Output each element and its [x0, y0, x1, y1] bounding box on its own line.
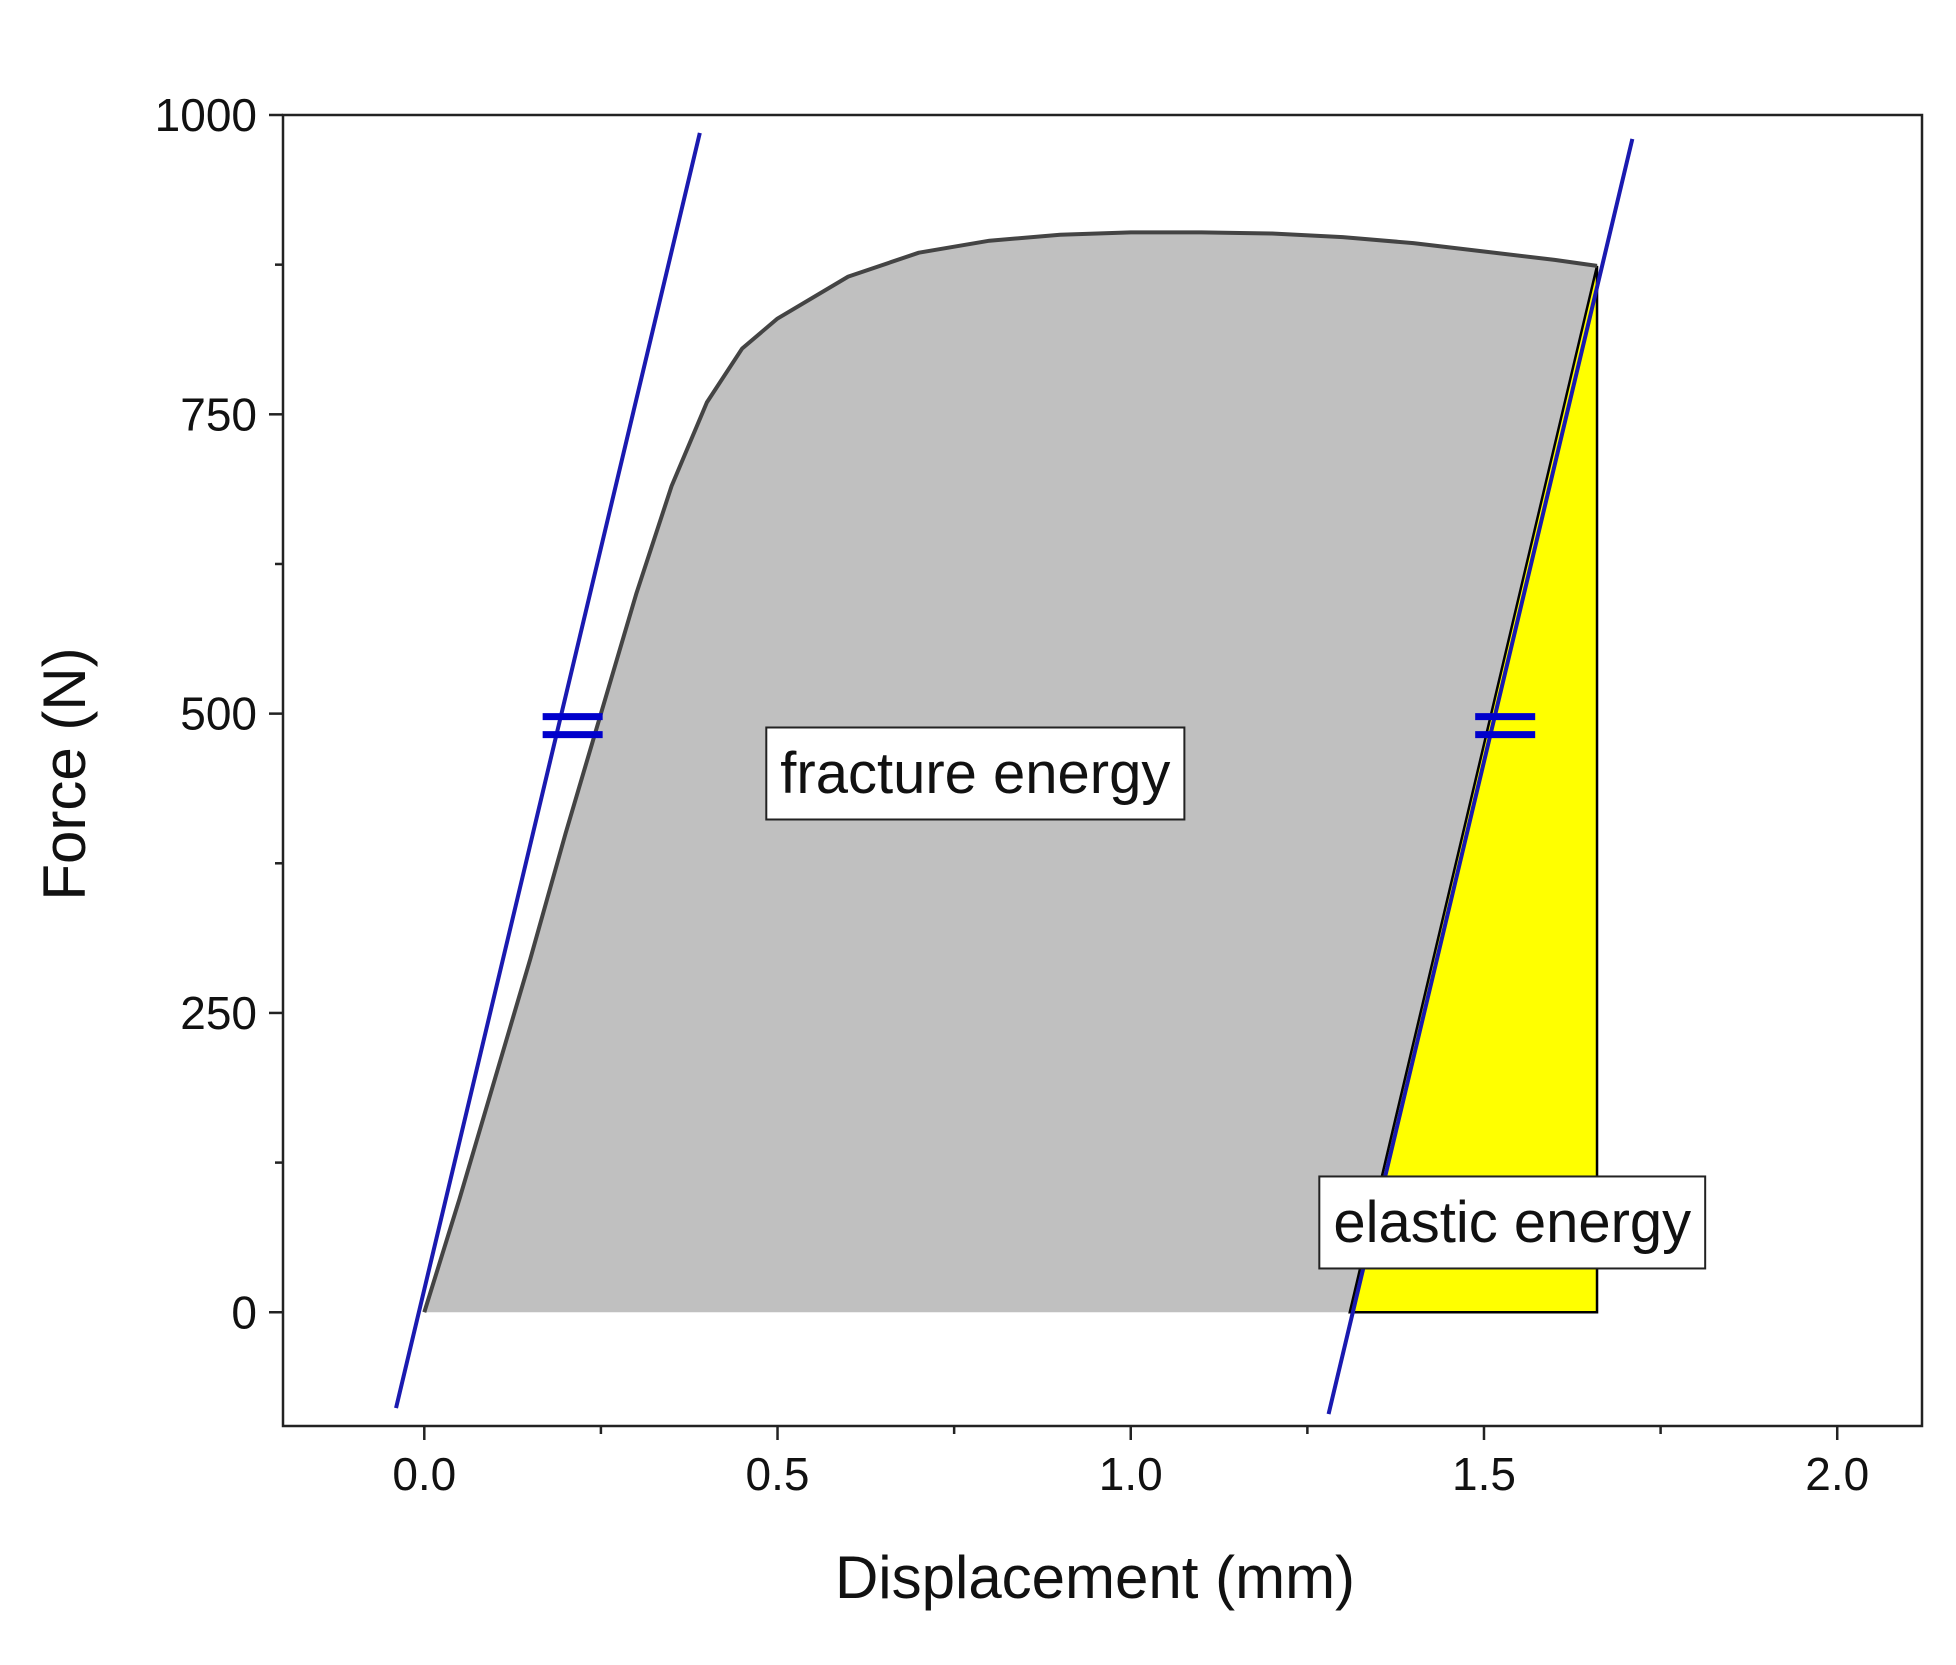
elastic-energy-box	[1318, 1175, 1707, 1270]
y-tick-label: 0	[231, 1286, 257, 1338]
x-tick-label: 0.0	[392, 1448, 456, 1500]
y-tick-label: 250	[180, 987, 257, 1039]
x-tick-label: 1.0	[1099, 1448, 1163, 1500]
equal-marker-layer	[542, 713, 1536, 739]
plot-border	[281, 113, 1924, 1428]
plot-frame	[281, 113, 1924, 1428]
stiffness-line-1	[394, 132, 702, 1409]
curve-layer	[422, 230, 1598, 1313]
elastic-energy-label: elastic energy	[1333, 1190, 1691, 1255]
force-curve	[422, 230, 1598, 1313]
y-axis-title: Force (N)	[31, 647, 98, 900]
y-tick-label: 500	[180, 688, 257, 740]
elastic-energy-annotation: elastic energy	[1318, 1175, 1707, 1270]
equal-sign-marker-1	[542, 713, 603, 739]
elastic-energy-region	[1348, 265, 1599, 1314]
ticks-layer: 0.0 0.5 1.0 1.5 2.0 0 250 500 750 1000	[155, 89, 1870, 1500]
y-tick-label: 1000	[155, 89, 257, 141]
fracture-energy-annotation: fracture energy	[765, 726, 1186, 821]
x-axis-title: Displacement (mm)	[835, 1544, 1355, 1611]
fracture-energy-box	[765, 726, 1186, 821]
fracture-energy-label: fracture energy	[780, 741, 1170, 806]
x-tick-label: 0.5	[746, 1448, 810, 1500]
y-tick-label: 750	[180, 388, 257, 440]
x-tick-label: 1.5	[1452, 1448, 1516, 1500]
equal-sign-marker-2	[1475, 713, 1536, 739]
x-tick-label: 2.0	[1805, 1448, 1869, 1500]
